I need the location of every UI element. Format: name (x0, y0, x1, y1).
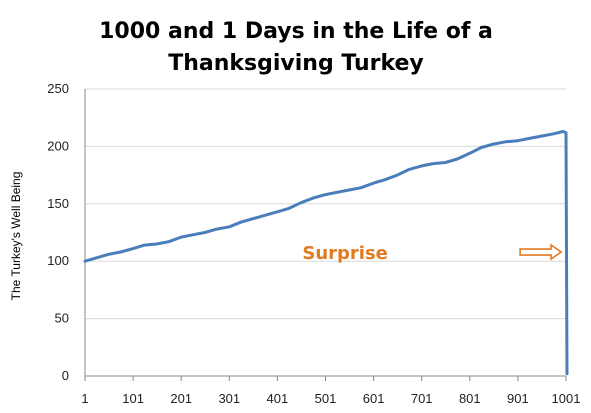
x-tick-label-201: 201 (170, 391, 192, 406)
x-tick-label-1: 1 (81, 391, 88, 406)
chart-title-line-1: 1000 and 1 Days in the Life of a (99, 19, 493, 44)
x-tick-label-701: 701 (411, 391, 433, 406)
y-tick-label-50: 50 (55, 311, 69, 326)
y-tick-label-100: 100 (47, 253, 69, 268)
x-tick-label-601: 601 (363, 391, 385, 406)
x-tick-label-101: 101 (122, 391, 144, 406)
axes (84, 89, 567, 381)
series-line-0 (83, 130, 569, 376)
x-tick-label-501: 501 (315, 391, 337, 406)
chart-title-line-2: Thanksgiving Turkey (168, 51, 424, 76)
x-tick-label-301: 301 (218, 391, 240, 406)
x-tick-label-801: 801 (459, 391, 481, 406)
annotation-surprise-label: Surprise (302, 243, 388, 264)
y-tick-label-0: 0 (62, 368, 69, 383)
series-layer (83, 130, 569, 376)
y-axis-label: The Turkey's Well Being (9, 172, 23, 301)
x-tick-labels: 1 101 201 301 401 501 601 701 801 901 1001 (81, 391, 580, 406)
annotation-arrow-icon (519, 243, 563, 261)
x-tick-label-1001: 1001 (552, 391, 581, 406)
y-tick-label-250: 250 (47, 81, 69, 96)
y-tick-labels: 0 50 100 150 200 250 (47, 81, 69, 383)
gridlines (85, 88, 566, 320)
y-tick-label-200: 200 (47, 138, 69, 153)
x-tick-label-401: 401 (267, 391, 289, 406)
y-tick-label-150: 150 (47, 196, 69, 211)
x-tick-label-901: 901 (507, 391, 529, 406)
annotation-layer: Surprise (302, 243, 563, 264)
